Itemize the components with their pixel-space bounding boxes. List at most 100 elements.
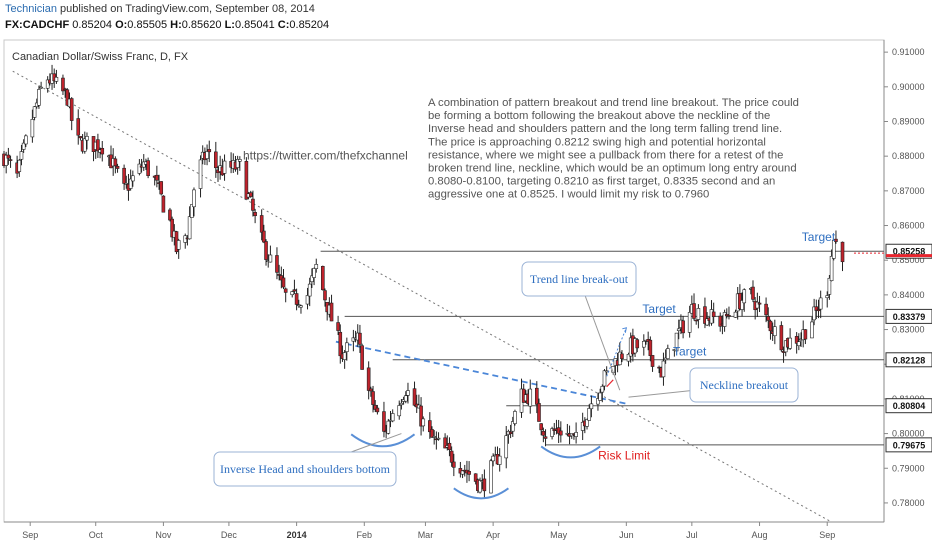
annotation-line: 0.8080-0.8100, targeting 0.8210 as first… xyxy=(428,176,775,188)
candle-down xyxy=(159,181,164,195)
ohlc-line: FX:CADCHF 0.85204 O:0.85505 H:0.85620 L:… xyxy=(5,19,329,31)
twitter-url: https://twitter.com/thefxchannel xyxy=(243,149,408,163)
target-arrow-line xyxy=(606,327,627,377)
x-tick-label: Sep xyxy=(819,530,835,540)
candle-down xyxy=(703,306,707,324)
candle-down xyxy=(794,336,799,344)
candle-down xyxy=(814,306,819,311)
annotation-line: Inverse head and shoulders pattern and t… xyxy=(428,123,782,135)
annotation-line: be forming a bottom following the breako… xyxy=(428,110,770,122)
candle-down xyxy=(76,118,81,136)
candle-down xyxy=(556,427,561,434)
x-tick-label: Mar xyxy=(418,530,434,540)
candle-up xyxy=(82,138,87,152)
candle-up xyxy=(510,421,515,432)
x-tick-label: Jul xyxy=(686,530,698,540)
candle-up xyxy=(733,311,738,318)
candle-up xyxy=(37,89,41,106)
candle-up xyxy=(39,86,43,89)
candle-down xyxy=(482,478,487,492)
candle-up xyxy=(128,178,133,189)
candle-down xyxy=(816,309,821,312)
candle-up xyxy=(192,189,196,208)
candle-down xyxy=(650,355,655,367)
x-tick-label: Dec xyxy=(221,530,238,540)
candle-down xyxy=(764,303,768,316)
candle-down xyxy=(264,241,268,260)
y-tick-label: 0.88000 xyxy=(892,151,925,161)
candle-up xyxy=(598,392,602,401)
candle-down xyxy=(122,167,126,184)
candle-down xyxy=(244,160,249,200)
candle-up xyxy=(755,301,760,309)
candle-down xyxy=(692,303,696,319)
candle-down xyxy=(358,332,362,345)
level-label: 0.80804 xyxy=(893,401,926,411)
candle-down xyxy=(170,218,174,238)
candle-up xyxy=(829,256,834,281)
trendline-callout-pointer xyxy=(578,278,621,391)
target-mid-label-1: Target xyxy=(642,302,676,316)
close-value: 0.85204 xyxy=(289,19,330,31)
candle-down xyxy=(155,174,159,181)
y-tick-label: 0.85000 xyxy=(892,255,925,265)
high-label: H: xyxy=(170,19,182,31)
candle-down xyxy=(100,147,105,155)
candle-down xyxy=(146,160,150,177)
candle-up xyxy=(403,395,408,402)
neckline-callout-text: Neckline breakout xyxy=(700,378,789,392)
candle-down xyxy=(277,274,281,276)
candle-down xyxy=(681,320,685,334)
inverse-callout-text: Inverse Head and shoulders bottom xyxy=(220,462,391,476)
candle-up xyxy=(235,159,240,168)
candle-down xyxy=(294,293,299,305)
candle-down xyxy=(648,339,653,357)
candle-up xyxy=(85,136,89,141)
candle-up xyxy=(810,321,814,339)
trendline-callout-text: Trend line break-out xyxy=(530,272,629,286)
x-tick-label: Sep xyxy=(22,530,38,540)
candle-down xyxy=(428,420,432,433)
x-tick-label: Feb xyxy=(357,530,373,540)
candle-up xyxy=(722,312,727,327)
candle-up xyxy=(596,398,600,405)
candle-up xyxy=(342,352,347,360)
candle-down xyxy=(430,429,434,438)
candle-up xyxy=(399,402,404,406)
candle-down xyxy=(251,198,255,211)
candle-down xyxy=(635,339,640,349)
candle-down xyxy=(419,405,423,427)
candle-down xyxy=(751,286,755,300)
candle-down xyxy=(283,288,288,293)
candle-down xyxy=(508,431,513,435)
candle-up xyxy=(687,312,692,333)
candle-down xyxy=(412,388,417,406)
candle-up xyxy=(124,182,129,185)
candle-up xyxy=(831,239,836,259)
open-value: 0.85505 xyxy=(127,19,168,31)
candle-up xyxy=(585,419,589,427)
x-tick-label: Aug xyxy=(752,530,768,540)
x-tick-label: 2014 xyxy=(287,530,307,540)
candle-up xyxy=(661,360,666,378)
candle-down xyxy=(253,212,257,217)
high-value: 0.85620 xyxy=(181,19,222,31)
candle-up xyxy=(740,300,744,310)
target-top-label: Target xyxy=(802,230,836,244)
candle-down xyxy=(620,353,624,360)
candle-down xyxy=(447,442,452,451)
annotation-line: aggressive one at 0.8525. I would limit … xyxy=(428,189,709,201)
candle-down xyxy=(452,461,456,468)
candle-up xyxy=(314,264,319,269)
author-link[interactable]: Technician xyxy=(5,3,57,15)
candle-down xyxy=(757,302,762,305)
candle-down xyxy=(539,423,543,431)
candle-down xyxy=(535,387,539,405)
candle-down xyxy=(207,149,212,153)
low-value: 0.85041 xyxy=(234,19,275,31)
candle-up xyxy=(299,305,303,308)
candle-down xyxy=(248,192,253,197)
candle-down xyxy=(292,289,297,292)
